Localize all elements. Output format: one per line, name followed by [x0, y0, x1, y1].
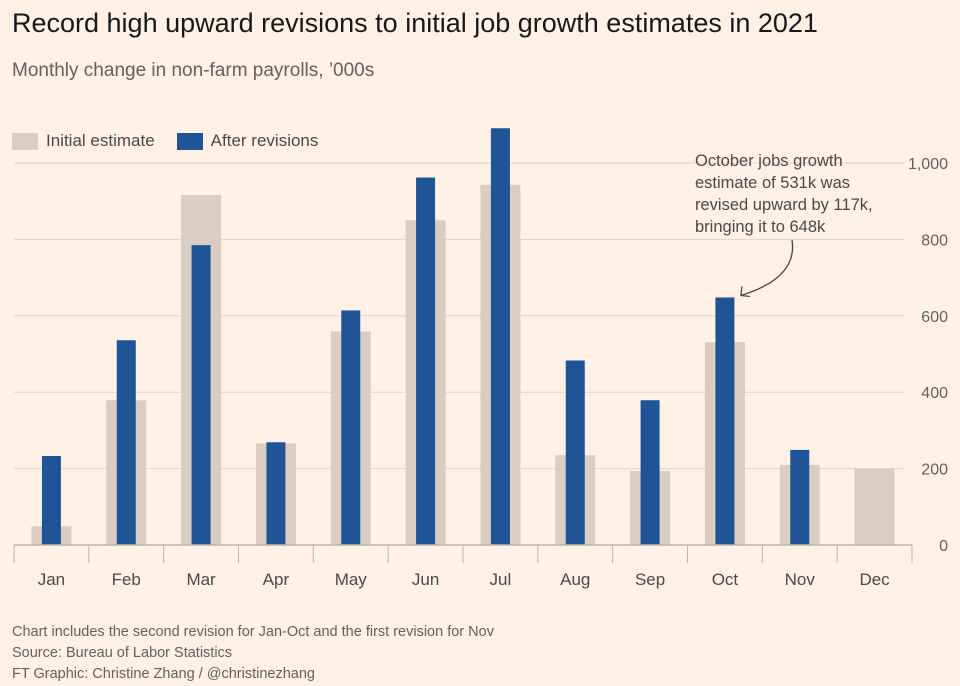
- x-tick-label: Jul: [490, 570, 512, 589]
- x-tick-label: Nov: [785, 570, 816, 589]
- gridlines: [14, 162, 905, 470]
- legend-label-revised: After revisions: [210, 131, 319, 150]
- y-tick-label: 600: [921, 309, 948, 326]
- x-tick-label: Jan: [38, 570, 65, 589]
- annotation-line: bringing it to 648k: [695, 218, 826, 236]
- bar-revised-mar: [191, 245, 211, 545]
- y-tick-label: 400: [921, 385, 948, 402]
- y-axis: 0 200 400 600 800 1,000: [908, 156, 948, 555]
- bar-revised-may: [341, 310, 361, 545]
- legend: Initial estimate After revisions: [12, 131, 340, 151]
- footer-credit: FT Graphic: Christine Zhang / @christine…: [12, 666, 315, 682]
- bar-revised-nov: [790, 449, 810, 545]
- bar-revised-jun: [416, 177, 436, 546]
- bar-revised-sep: [640, 400, 660, 545]
- annotation-line: October jobs growth: [695, 152, 843, 170]
- bar-revised-oct: [715, 297, 735, 545]
- x-tick-label: May: [335, 570, 368, 589]
- footer-source: Source: Bureau of Labor Statistics: [12, 645, 233, 661]
- x-tick-label: Dec: [859, 570, 890, 589]
- annotation: October jobs growth estimate of 531k was r…: [695, 152, 873, 298]
- x-tick-label: Sep: [635, 570, 665, 589]
- legend-swatch-initial: [12, 132, 38, 150]
- bar-revised-jan: [41, 455, 61, 545]
- bar-initial-dec: [854, 468, 895, 545]
- legend-swatch-revised: [176, 132, 203, 150]
- bar-revised-apr: [266, 442, 286, 545]
- x-tick-label: Jun: [412, 570, 439, 589]
- annotation-arrow: [740, 239, 794, 297]
- x-tick-label: Mar: [186, 570, 216, 589]
- annotation-line: revised upward by 117k,: [695, 196, 873, 214]
- annotation-line: estimate of 531k was: [695, 174, 850, 192]
- y-tick-label: 1,000: [908, 156, 948, 173]
- x-tick-label: Aug: [560, 570, 590, 589]
- bar-revised-feb: [116, 340, 136, 545]
- footer-note: Chart includes the second revision for J…: [12, 624, 494, 640]
- y-tick-label: 800: [921, 232, 948, 249]
- bar-revised-jul: [490, 128, 510, 545]
- footer: Chart includes the second revision for J…: [12, 622, 494, 685]
- y-tick-label: 0: [939, 538, 948, 555]
- x-tick-label: Apr: [263, 570, 290, 589]
- bars: [31, 128, 895, 546]
- x-tick-label: Feb: [112, 570, 141, 589]
- legend-item-revised: After revisions: [176, 131, 319, 151]
- legend-item-initial: Initial estimate: [12, 131, 155, 151]
- chart-title: Record high upward revisions to initial …: [12, 8, 818, 38]
- chart-subtitle: Monthly change in non-farm payrolls, ’00…: [12, 60, 375, 81]
- y-tick-label: 200: [921, 462, 948, 479]
- bar-revised-aug: [565, 360, 585, 545]
- x-tick-label: Oct: [712, 570, 739, 589]
- annotation-arrowhead: [740, 286, 750, 298]
- bar-chart: Jan Feb Mar Apr May Jun Jul Aug Sep Oct Nov Dec 0 20…: [13, 128, 948, 589]
- legend-label-initial: Initial estimate: [46, 131, 155, 150]
- x-axis: Jan Feb Mar Apr May Jun Jul Aug Sep Oct Nov Dec: [13, 544, 913, 589]
